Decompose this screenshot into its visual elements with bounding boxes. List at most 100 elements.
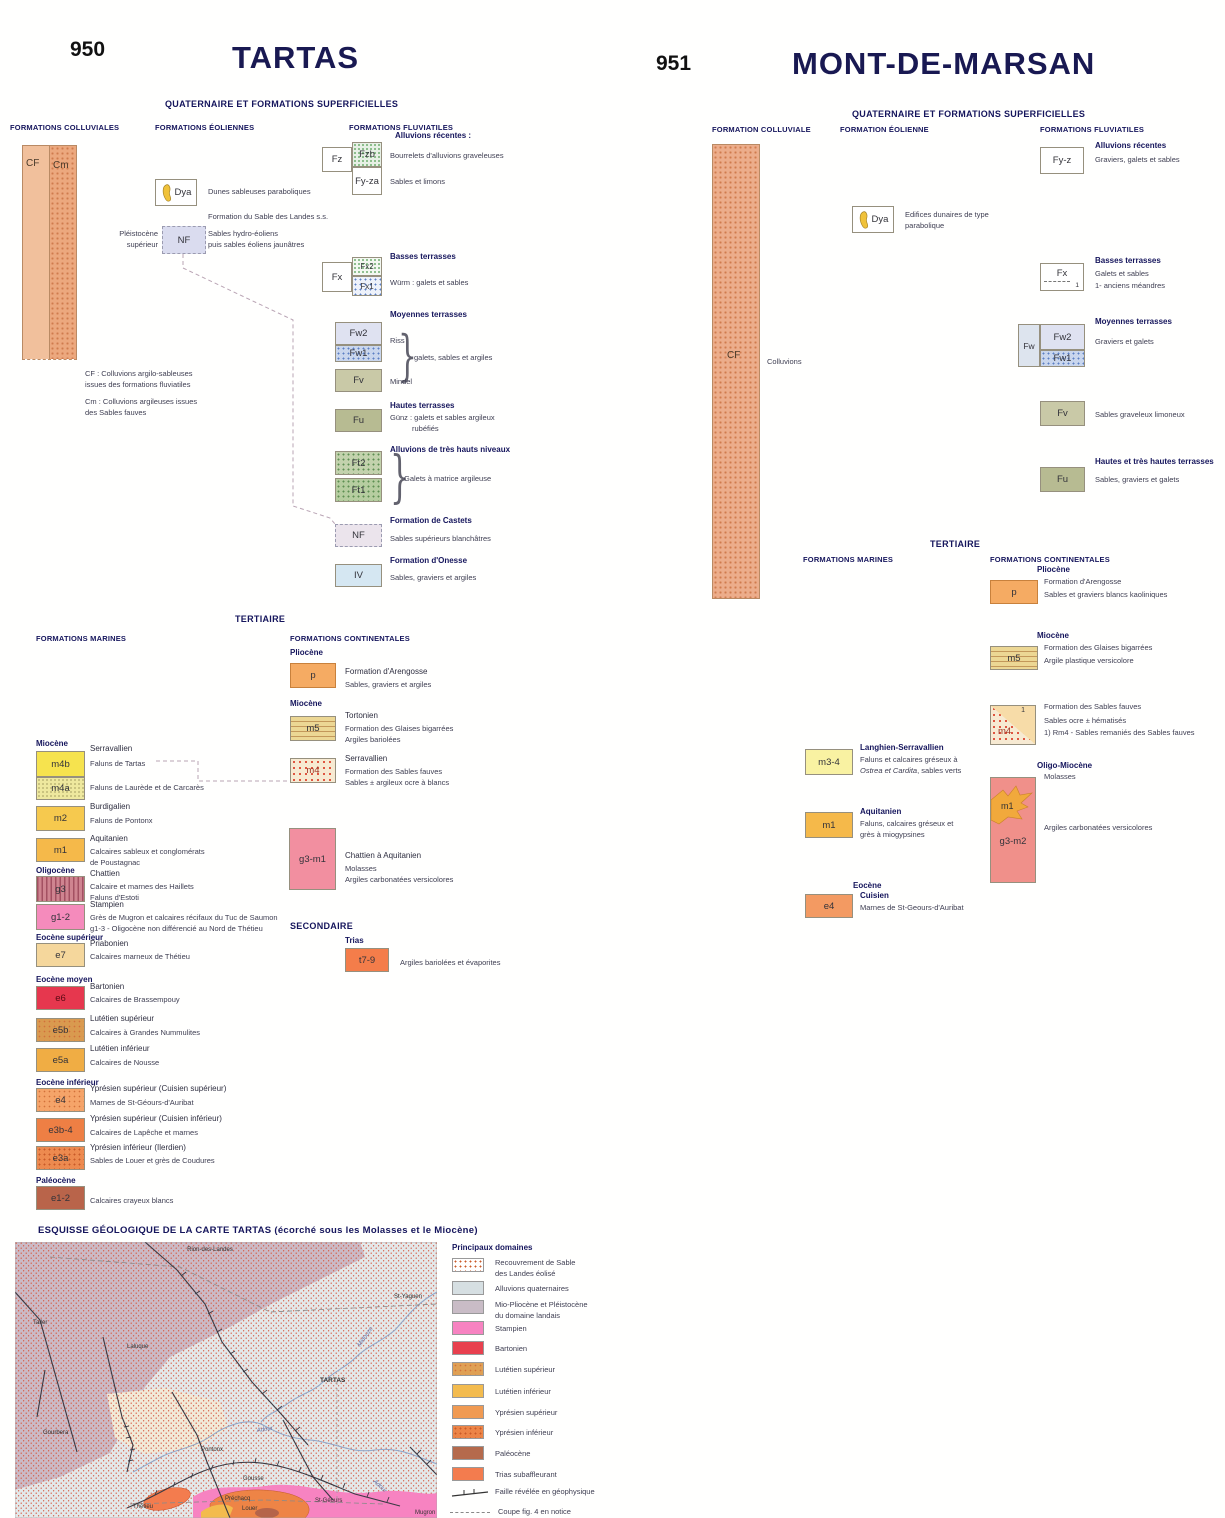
map-town-labels: Rion-des-Landes St-Yaguen Taller Laluque… (33, 1247, 435, 1516)
fw1-swatch: Fw1 (335, 345, 382, 362)
mdm-continentales-header: FORMATIONS CONTINENTALES (990, 555, 1110, 564)
fv-code: Fv (353, 375, 364, 386)
mindel-label: Mindel (390, 377, 413, 386)
mdm-m4-code: m4 (998, 726, 1012, 737)
poustagnac-desc-1: Calcaires sableux et conglomérats (90, 847, 205, 856)
fz-code: Fz (331, 154, 343, 165)
tartas-quaternaire-header: QUATERNAIRE ET FORMATIONS SUPERFICIELLES (165, 99, 399, 109)
mdm-quaternaire-header: QUATERNAIRE ET FORMATIONS SUPERFICIELLES (852, 109, 1086, 119)
tres-hauts-niveaux-header: Alluvions de très hauts niveaux (390, 445, 511, 454)
aquitanien-label: Aquitanien (90, 834, 128, 843)
fw2-code: Fw2 (349, 328, 368, 339)
cf-swatch (23, 146, 49, 359)
coupe-legend-label: Coupe fig. 4 en notice (498, 1507, 571, 1516)
m4b-code: m4b (51, 758, 70, 770)
mugron-gres-label: Grès de Mugron et calcaires récifaux du … (90, 913, 278, 922)
m4-cont-code: m4 (306, 765, 320, 776)
mdm-sf-desc-2: 1) Rm4 - Sables remaniés des Sables fauv… (1044, 728, 1195, 737)
mdm-fv-desc: Sables graveleux limoneux (1095, 410, 1185, 419)
langhien-header: Langhien-Serravallien (860, 743, 944, 752)
tartas-tertiaire-header: TERTIAIRE (235, 614, 286, 624)
fx-code: Fx (331, 271, 343, 283)
trias-header: Trias (345, 936, 364, 945)
map-red-dot-overlay (15, 1242, 437, 1518)
esquisse-map: Rion-des-Landes St-Yaguen Taller Laluque… (15, 1242, 437, 1518)
e6-code: e6 (55, 992, 66, 1004)
miocene-mar-header: Miocène (36, 739, 69, 748)
tartas-colluviales-header: FORMATIONS COLLUVIALES (10, 123, 120, 132)
thetieu-calc-label: Calcaires marneux de Thétieu (90, 952, 190, 961)
t79-swatch: t7-9 (345, 948, 389, 972)
fz-swatch: Fz (322, 147, 352, 172)
legend-label: Yprésien supérieur (495, 1408, 558, 1417)
haillets-label: Calcaire et marnes des Haillets (90, 882, 194, 891)
dya-swatch: Dya (155, 179, 197, 206)
fault-symbol-icon (451, 1489, 489, 1497)
e3a-code: e3a (52, 1152, 69, 1164)
brace-riss-mindel: } (398, 324, 417, 387)
stampien-label: Stampien (90, 900, 124, 909)
ft1-code: Ft1 (351, 484, 366, 496)
mdm-m4-swatch: 1 m4 (990, 705, 1036, 745)
m1-inlier-shape: m1 (991, 785, 1033, 825)
nf-eolien-code: NF (177, 234, 191, 246)
crayeux-label: Calcaires crayeux blancs (90, 1196, 174, 1205)
pleistocene-label-2: supérieur (126, 240, 158, 249)
legend-swatch-trias (452, 1467, 484, 1481)
ft2-code: Ft2 (351, 457, 366, 469)
nf-castets-code: NF (352, 530, 365, 541)
estoti-label: Faluns d'Estoti (90, 893, 139, 902)
town-tartas: TARTAS (320, 1377, 346, 1384)
ypresien-inf-label: Yprésien inférieur (Ilerdien) (90, 1143, 186, 1152)
cm-note-line2: des Sables fauves (85, 408, 147, 417)
cm-label: Cm (53, 160, 69, 171)
sables-fauves-title: Formation des Sables fauves (345, 767, 443, 776)
map-fault-ticks (123, 1271, 432, 1503)
g3m1-swatch: g3-m1 (289, 828, 336, 890)
sheet-title-mdm: MONT-DE-MARSAN (792, 46, 1096, 81)
mdm-cf-column: CF (712, 144, 760, 599)
legend-label: Paléocène (495, 1449, 531, 1458)
mdm-bt-desc-1: Galets et sables (1095, 269, 1149, 278)
m34-swatch: m3-4 (805, 749, 853, 775)
map-region-paleocene (255, 1508, 279, 1518)
e5a-swatch: e5a (36, 1048, 85, 1072)
nf-castets-swatch: NF (335, 524, 382, 547)
onesse-header: Formation d'Onesse (390, 556, 468, 565)
mdm-dya-swatch: Dya (852, 206, 894, 233)
priabonien-label: Priabonien (90, 939, 129, 948)
oligocene-header: Oligocène (36, 866, 75, 875)
legend-label: Stampien (495, 1324, 527, 1333)
secondaire-header: SECONDAIRE (290, 921, 354, 931)
cf-note-line1: CF : Colluvions argilo-sableuses (85, 369, 193, 378)
lapeche-label: Calcaires de Lapêche et marnes (90, 1128, 198, 1137)
bartonien-label: Bartonien (90, 982, 125, 991)
fyza-swatch: Fy-za (352, 167, 382, 195)
m4-sub-1: 1 (1021, 707, 1025, 714)
legend-label: Lutétien inférieur (495, 1387, 551, 1396)
mdm-fv-swatch: Fv (1040, 401, 1085, 426)
mdm-mt-header: Moyennes terrasses (1095, 317, 1172, 326)
rec-desc-1: Bourrelets d'alluvions graveleuses (390, 151, 504, 160)
mdm-om-desc: Argiles carbonatées versicolores (1044, 823, 1153, 832)
mdm-dya-desc-1: Edifices dunaires de type (905, 210, 989, 219)
legend-swatch-alluvions (452, 1281, 484, 1295)
poustagnac-desc-2: de Poustagnac (90, 858, 141, 867)
e5a-code: e5a (52, 1054, 69, 1066)
fx1-swatch: Fx1 (352, 276, 382, 296)
mdm-arengosse-title: Formation d'Arengosse (1044, 577, 1122, 586)
sables-fauves-desc: Sables ± argileux ocre à blancs (345, 778, 450, 787)
legend-swatch-paleocene (452, 1446, 484, 1460)
legend-label: Alluvions quaternaires (495, 1284, 569, 1293)
m4-diagonal-triangle (991, 706, 1035, 744)
mdm-rec-desc: Graviers, galets et sables (1095, 155, 1180, 164)
map-river-adour (132, 1421, 437, 1473)
arengosse-desc: Sables, graviers et argiles (345, 680, 432, 689)
lutetien-inf-label: Lutétien inférieur (90, 1044, 150, 1053)
mdm-ht-header: Hautes et très hautes terrasses (1095, 457, 1214, 466)
molasses-label: Molasses (345, 864, 377, 873)
ypresien-sup2-label: Yprésien supérieur (Cuisien inférieur) (90, 1114, 222, 1123)
ft1-swatch: Ft1 (335, 478, 382, 502)
mdm-aq-desc-2: grès à miogypsines (860, 830, 925, 839)
nf-desc-2: puis sables éoliens jaunâtres (208, 240, 305, 249)
